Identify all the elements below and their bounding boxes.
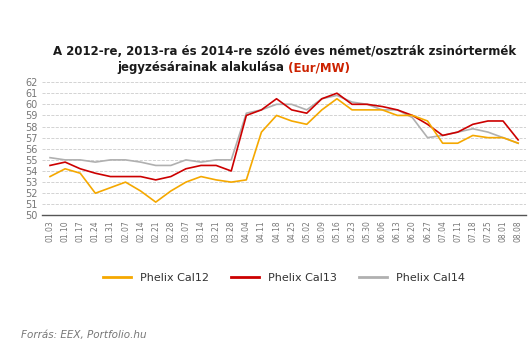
Legend: Phelix Cal12, Phelix Cal13, Phelix Cal14: Phelix Cal12, Phelix Cal13, Phelix Cal14: [99, 268, 469, 287]
Text: (Eur/MW): (Eur/MW): [284, 61, 350, 74]
Text: Forrás: EEX, Portfolio.hu: Forrás: EEX, Portfolio.hu: [21, 330, 147, 340]
Text: jegyzésárainak alakulása: jegyzésárainak alakulása: [117, 61, 284, 74]
Text: A 2012-re, 2013-ra és 2014-re szóló éves német/osztrák zsinórtermék: A 2012-re, 2013-ra és 2014-re szóló éves…: [53, 45, 516, 58]
